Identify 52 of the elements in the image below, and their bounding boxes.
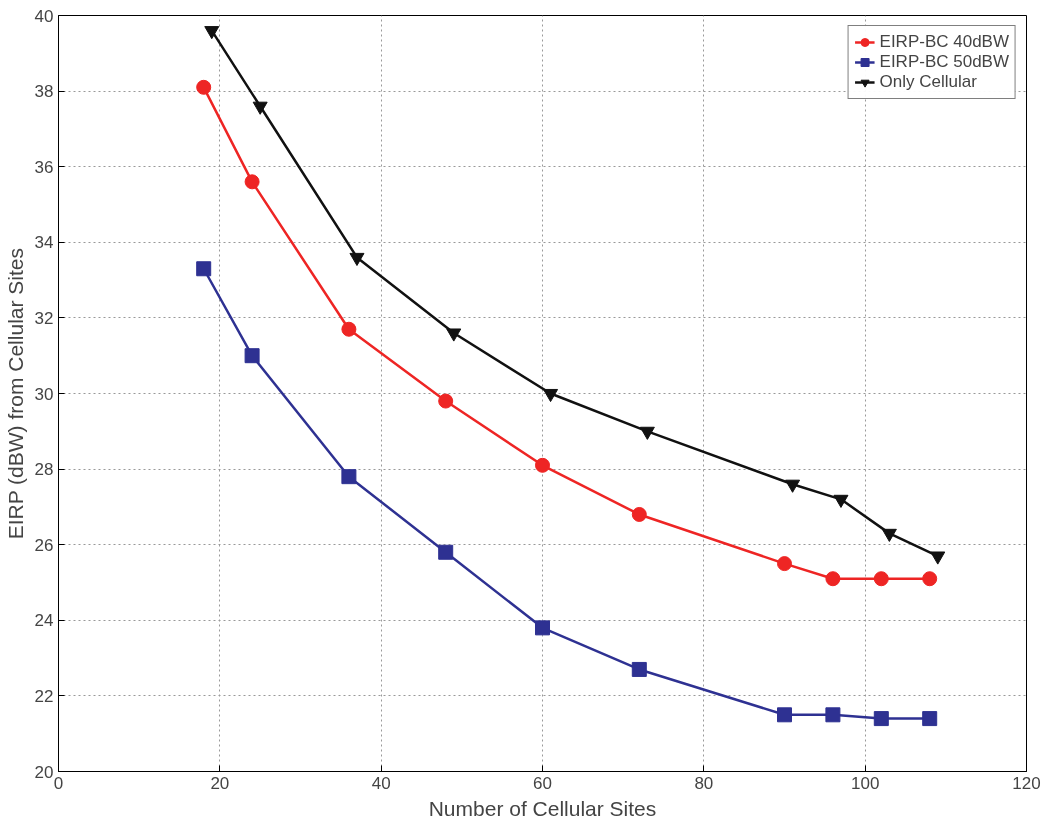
- y-tick-label: 26: [34, 535, 54, 555]
- y-tick-label: 34: [34, 233, 54, 253]
- point: [881, 528, 897, 542]
- x-tick-label: 60: [533, 773, 552, 793]
- point: [438, 393, 454, 409]
- point: [785, 479, 801, 493]
- y-tick-label: 22: [34, 686, 54, 706]
- point: [873, 711, 889, 727]
- point: [196, 261, 212, 277]
- point: [922, 711, 938, 727]
- point: [631, 506, 647, 522]
- point: [873, 571, 889, 587]
- y-tick-label: 38: [34, 82, 54, 102]
- x-axis-title: Number of Cellular Sites: [428, 796, 657, 820]
- y-tick-label: 36: [34, 157, 54, 177]
- point: [777, 707, 792, 723]
- y-tick-label: 30: [34, 384, 54, 404]
- legend-label: Only Cellular: [879, 72, 977, 92]
- point: [825, 571, 841, 587]
- point: [244, 348, 260, 364]
- x-tick-label: 20: [210, 773, 230, 793]
- y-tick-label: 28: [34, 460, 54, 480]
- point: [349, 252, 365, 266]
- y-tick-label: 24: [34, 611, 54, 631]
- point: [341, 321, 357, 337]
- point: [930, 551, 946, 565]
- x-tick-label: 40: [371, 773, 391, 793]
- legend-label: EIRP-BC 40dBW: [879, 32, 1009, 52]
- point: [777, 556, 792, 572]
- point: [833, 494, 849, 508]
- point: [196, 79, 212, 95]
- y-tick-label: 32: [34, 308, 54, 328]
- x-tick-label: 120: [1012, 773, 1041, 793]
- point: [341, 469, 357, 485]
- point: [252, 101, 268, 115]
- point: [535, 620, 550, 636]
- point: [825, 707, 841, 723]
- point: [543, 388, 559, 403]
- point: [535, 457, 550, 473]
- point: [438, 544, 454, 560]
- x-tick-label: 0: [53, 773, 64, 793]
- y-tick-label: 40: [34, 6, 54, 26]
- point: [244, 174, 260, 190]
- point: [204, 26, 220, 40]
- y-axis-title: EIRP (dBW) from Cellular Sites: [3, 248, 27, 540]
- x-tick-label: 80: [694, 773, 714, 793]
- x-tick-label: 100: [850, 773, 880, 793]
- point: [631, 661, 647, 677]
- point: [639, 426, 655, 440]
- legend-label: EIRP-BC 50dBW: [879, 52, 1009, 72]
- point: [446, 328, 462, 342]
- point: [922, 571, 938, 587]
